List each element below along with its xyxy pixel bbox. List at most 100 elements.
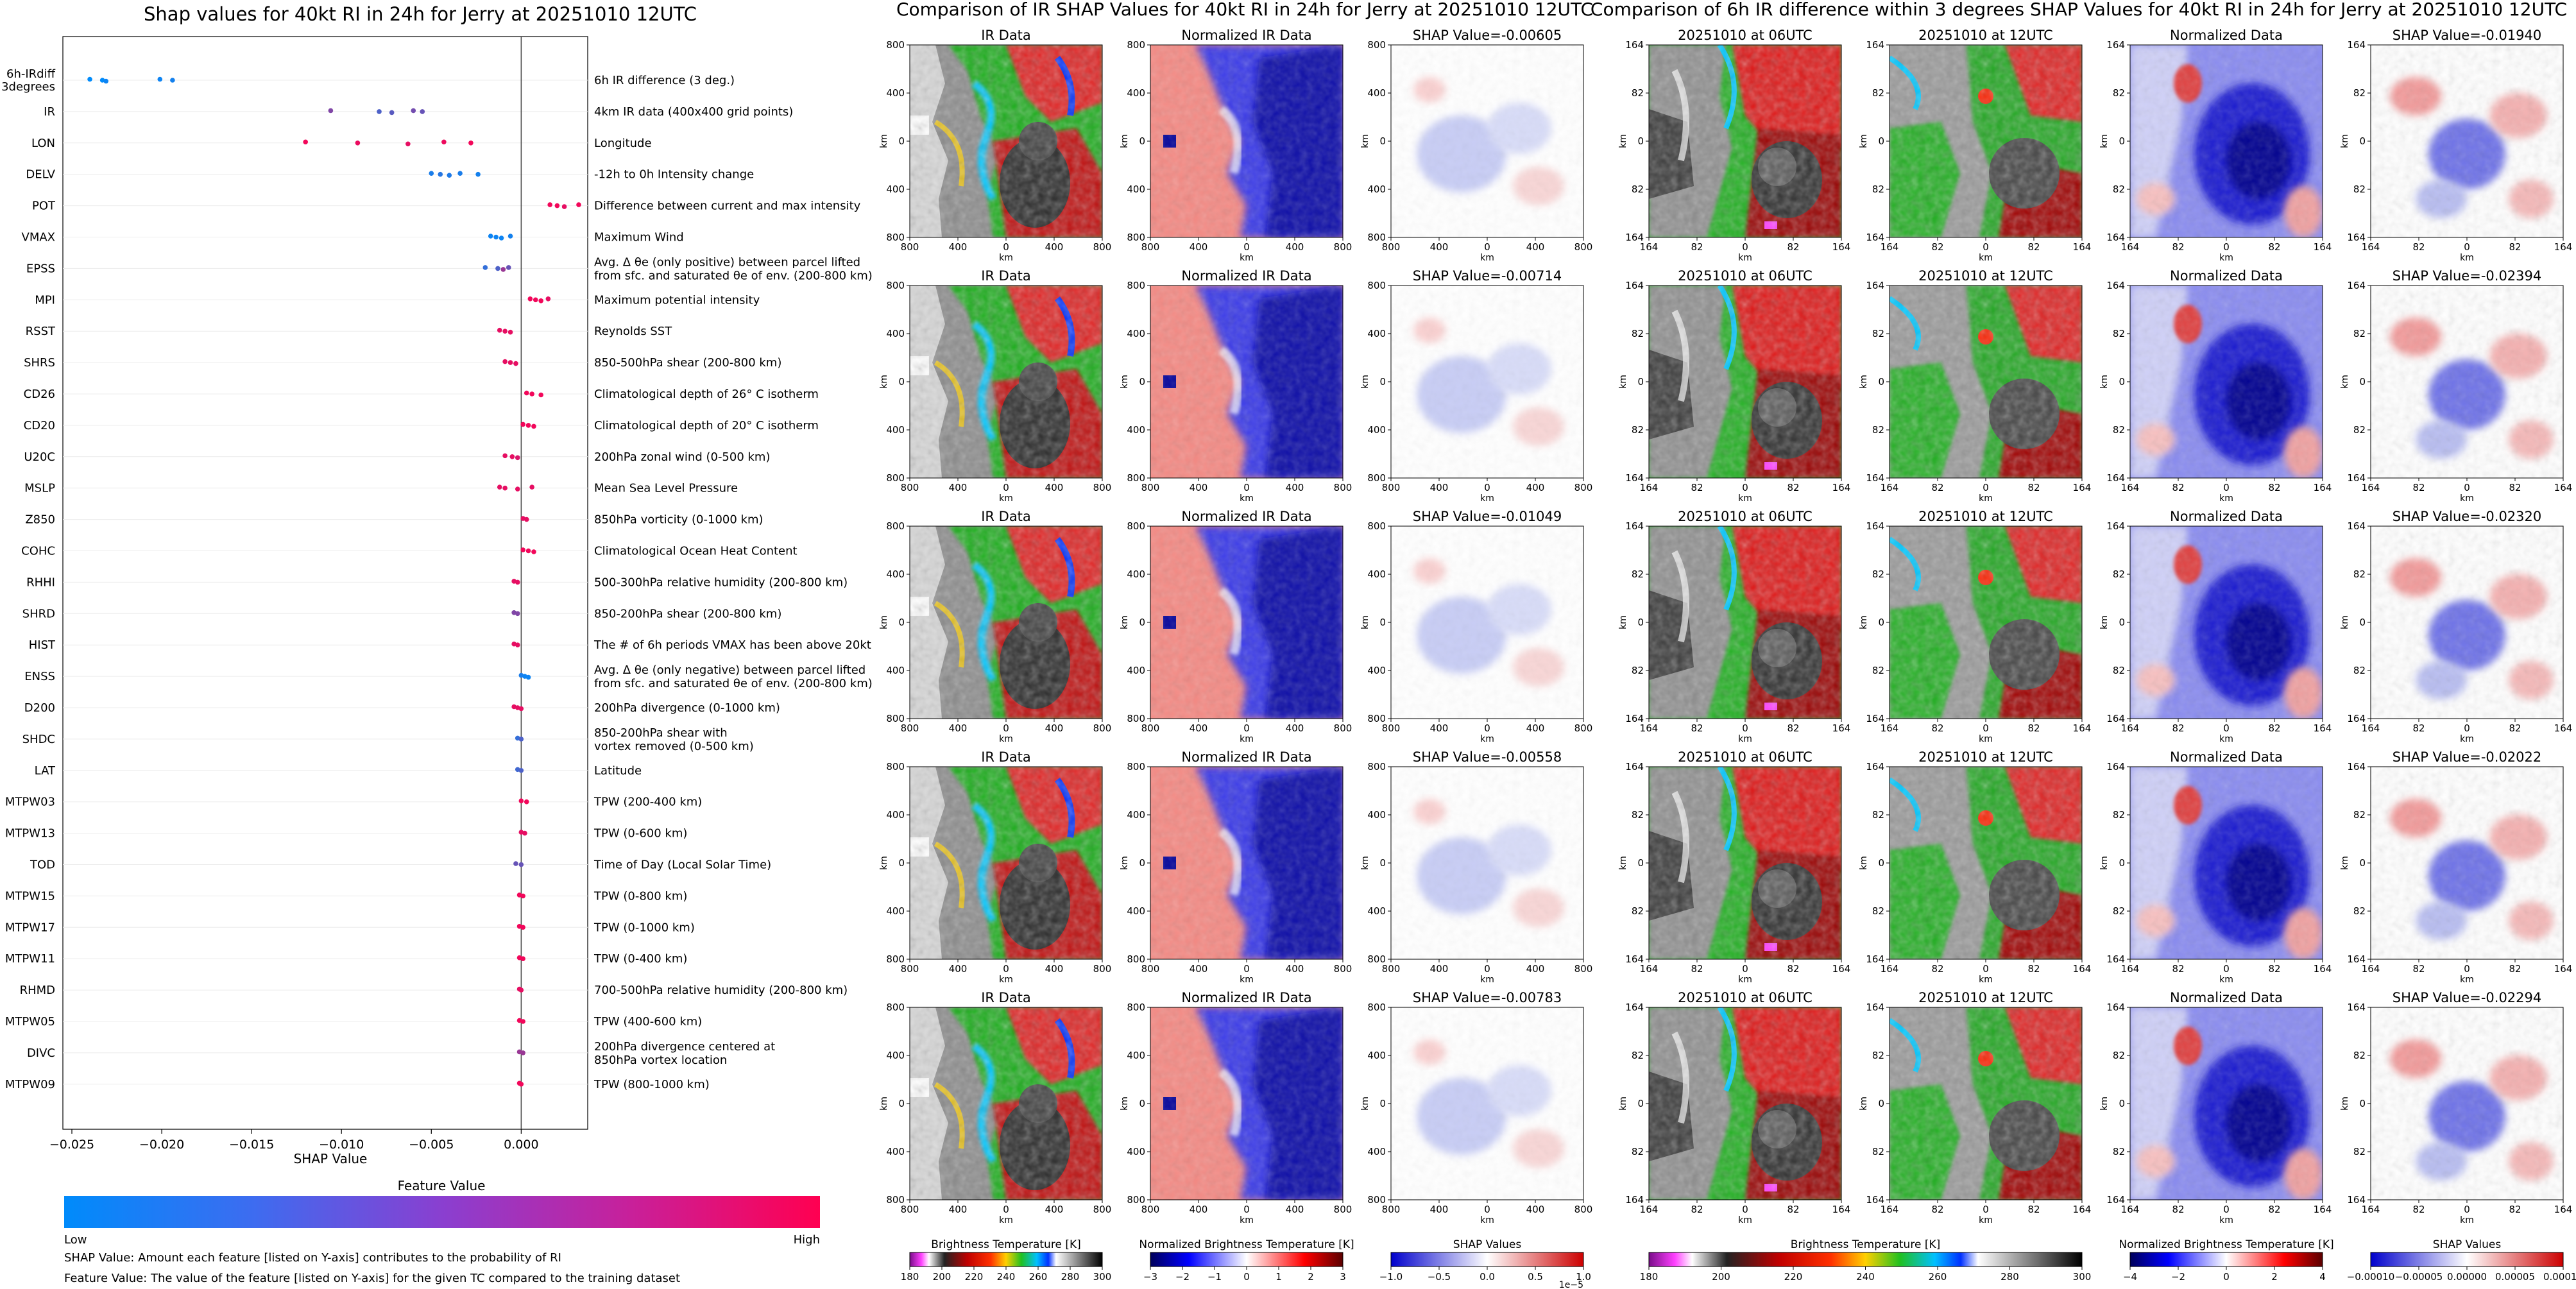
shap-point (525, 548, 531, 554)
x-axis-label: km (1738, 734, 1752, 744)
x-tick-label: 400 (1045, 1204, 1064, 1215)
x-axis-label: km (2219, 1215, 2233, 1225)
colorbar-gradient (2370, 1252, 2564, 1267)
y-tick-label: 400 (886, 328, 905, 339)
y-tick-label: 400 (1127, 905, 1145, 917)
feature-description: Mean Sea Level Pressure (594, 482, 738, 495)
image-panel: SHAP Value=-0.02394164164828200828216416… (2340, 268, 2572, 504)
feature-label-line: MTPW05 (5, 1015, 55, 1029)
panel-image (2371, 526, 2563, 719)
shap-point (529, 391, 534, 397)
y-tick-label: 82 (2353, 809, 2366, 821)
colorbar-label: Normalized Brightness Temperature [K] (2119, 1238, 2333, 1251)
shap-point (515, 579, 520, 585)
image-panel: SHAP Value=-0.02022164164828200828216416… (2340, 749, 2572, 985)
shap-point (520, 547, 525, 552)
y-tick-label: 82 (2353, 184, 2366, 195)
feature-description: -12h to 0h Intensity change (594, 168, 754, 182)
y-axis-label: km (1120, 856, 1130, 870)
y-tick-label: 82 (1872, 328, 1884, 339)
feature-description: Avg. Δ θe (only negative) between parcel… (594, 663, 873, 690)
shap-point (497, 484, 502, 490)
panel-image (1150, 526, 1343, 719)
colorbar: Normalized Brightness Temperature [K] −3 −… (1139, 1238, 1354, 1283)
y-tick-label: 82 (1872, 905, 1884, 917)
x-tick-label: 82 (2509, 1204, 2521, 1215)
y-tick-label: 400 (886, 665, 905, 676)
panel-title: 20251010 at 06UTC (1678, 509, 1813, 524)
shap-point (438, 171, 443, 177)
image-panel: Normalized Data1641648282008282164164kmk… (2099, 28, 2332, 263)
y-axis-label: km (1859, 615, 1869, 629)
shap-point (441, 139, 447, 145)
feature-description-line: 850-200hPa shear with (594, 726, 728, 740)
x-tick-label: 800 (1334, 241, 1352, 253)
x-tick-label: 400 (1286, 722, 1304, 734)
y-axis-label: km (1360, 375, 1370, 389)
y-tick-label: 400 (1127, 568, 1145, 580)
feature-label: HIST (29, 638, 56, 652)
x-tick-label: 400 (1430, 241, 1449, 253)
x-axis-label: km (1979, 1215, 1993, 1225)
panel-image (1889, 45, 2082, 237)
x-axis-label: km (1480, 1215, 1494, 1225)
y-tick-label: 164 (1625, 520, 1644, 532)
colorbar-tick-label: 280 (2000, 1271, 2019, 1283)
beeswarm-title: Shap values for 40kt RI in 24h for Jerry… (144, 3, 697, 25)
y-tick-label: 400 (1127, 184, 1145, 195)
x-tick-label: 0 (2464, 722, 2470, 734)
x-tick-label: 400 (1045, 482, 1064, 493)
x-tick-label: 164 (2314, 1204, 2332, 1215)
x-tick-label: −0.005 (409, 1138, 454, 1152)
shap-point (493, 234, 499, 240)
panel-image (1649, 286, 1841, 478)
feature-description-line: from sfc. and saturated θe of env. (200-… (594, 677, 873, 690)
y-tick-label: 164 (2347, 953, 2366, 965)
y-axis-label: km (1120, 615, 1130, 629)
feature-description-line: 850-500hPa shear (200-800 km) (594, 356, 781, 370)
y-tick-label: 0 (1139, 1098, 1145, 1109)
y-tick-label: 800 (886, 761, 905, 773)
shap-point (508, 329, 513, 335)
panel-image (1889, 526, 2082, 719)
shap-point (518, 737, 524, 742)
colorbar-tick-label: 300 (1093, 1271, 1112, 1283)
y-axis-label: km (1360, 856, 1370, 870)
y-axis-label: km (1120, 134, 1130, 148)
panel-title: Normalized Data (2170, 509, 2283, 524)
x-tick-label: 800 (901, 1204, 919, 1215)
y-tick-label: 164 (2347, 1194, 2366, 1206)
x-tick-label: 400 (1526, 241, 1545, 253)
y-axis-label: km (1859, 375, 1869, 389)
x-tick-label: 400 (1526, 482, 1545, 493)
feature-label: IR (44, 105, 55, 119)
x-tick-label: 164 (1881, 1204, 1899, 1215)
panel-title: Normalized IR Data (1181, 749, 1311, 765)
feature-description: 6h IR difference (3 deg.) (594, 74, 735, 87)
x-axis-label: km (1240, 975, 1254, 985)
x-axis-label: km (2460, 734, 2474, 744)
x-tick-label: 800 (1093, 1204, 1112, 1215)
feature-description-line: 200hPa zonal wind (0-500 km) (594, 450, 771, 464)
image-panel: 20251010 at 06UTC1641648282008282164164k… (1618, 28, 1850, 263)
y-tick-label: 164 (2347, 472, 2366, 484)
feature-description-line: Climatological depth of 26° C isotherm (594, 388, 819, 401)
shap-point (509, 454, 515, 459)
colorbar-tick-label: 200 (933, 1271, 951, 1283)
y-tick-label: 0 (1139, 857, 1145, 869)
feature-label-line: SHDC (22, 733, 55, 746)
panel-title: IR Data (981, 749, 1031, 765)
x-tick-label: 800 (1382, 241, 1401, 253)
feature-label: MTPW17 (5, 921, 55, 934)
y-tick-label: 800 (1367, 280, 1386, 291)
y-tick-label: 82 (2113, 905, 2125, 917)
x-tick-label: 400 (1190, 1204, 1208, 1215)
x-tick-label: 0 (1003, 482, 1009, 493)
shap-point (527, 296, 533, 302)
colorbar-label: Normalized Brightness Temperature [K] (1139, 1238, 1354, 1251)
y-axis-label: km (2099, 375, 2110, 389)
y-tick-label: 800 (1367, 39, 1386, 51)
y-tick-label: 800 (1367, 232, 1386, 243)
